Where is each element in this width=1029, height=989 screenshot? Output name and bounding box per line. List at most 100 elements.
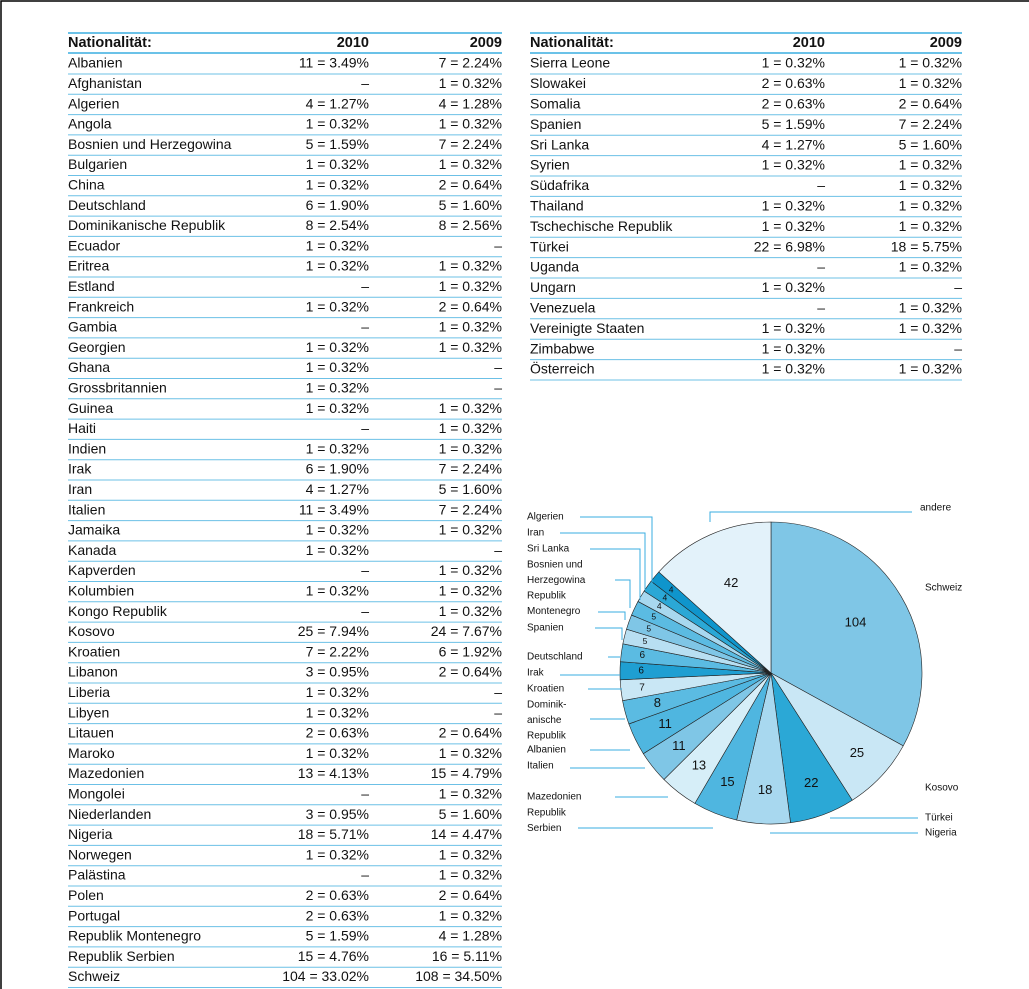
value-cell: 1 = 0.32% — [306, 359, 369, 375]
header-cell: 2009 — [470, 35, 502, 51]
slice-value-label: 22 — [804, 775, 818, 790]
slice-value-label: 11 — [658, 716, 672, 731]
value-cell: 1 = 0.32% — [439, 440, 502, 456]
value-cell: – — [361, 562, 369, 578]
value-cell: 1 = 0.32% — [899, 361, 962, 377]
name-cell: Litauen — [68, 725, 114, 741]
value-cell: 6 = 1.92% — [439, 643, 502, 659]
value-cell: 108 = 34.50% — [415, 968, 502, 984]
leader-line — [598, 611, 626, 620]
value-cell: 1 = 0.32% — [306, 846, 369, 862]
slice-value-label: 25 — [850, 745, 864, 760]
name-cell: Mongolei — [68, 786, 125, 802]
value-cell: – — [361, 420, 369, 436]
name-cell: Ghana — [68, 359, 110, 375]
value-cell: 1 = 0.32% — [306, 440, 369, 456]
value-cell: 1 = 0.32% — [439, 745, 502, 761]
name-cell: Iran — [68, 481, 92, 497]
name-cell: Italien — [68, 501, 105, 517]
value-cell: 1 = 0.32% — [899, 320, 962, 336]
value-cell: – — [954, 340, 962, 356]
value-cell: 1 = 0.32% — [899, 218, 962, 234]
name-cell: Ungarn — [530, 279, 576, 295]
slice-value-label: 15 — [720, 774, 734, 789]
slice-category-label: Republik — [527, 731, 567, 742]
slice-value-label: 5 — [643, 636, 648, 646]
name-cell: Georgien — [68, 339, 126, 355]
value-cell: 11 = 3.49% — [299, 501, 369, 517]
value-cell: – — [361, 278, 369, 294]
value-cell: 4 = 1.27% — [762, 136, 825, 152]
name-cell: Bosnien und Herzegowina — [68, 136, 232, 152]
value-cell: 1 = 0.32% — [439, 278, 502, 294]
name-cell: Türkei — [530, 238, 569, 254]
slice-value-label: 8 — [654, 695, 661, 710]
name-cell: Somalia — [530, 96, 581, 112]
value-cell: 1 = 0.32% — [762, 55, 825, 71]
value-cell: – — [817, 300, 825, 316]
name-cell: Liberia — [68, 684, 110, 700]
slice-category-label: Bosnien und — [527, 560, 583, 571]
value-cell: 1 = 0.32% — [439, 867, 502, 883]
name-cell: Gambia — [68, 319, 117, 335]
leader-line — [709, 511, 912, 522]
slice-category-label: Türkei — [925, 813, 953, 824]
name-cell: Haiti — [68, 420, 96, 436]
value-cell: 1 = 0.32% — [439, 156, 502, 172]
value-cell: 1 = 0.32% — [306, 156, 369, 172]
value-cell: 8 = 2.54% — [306, 217, 369, 233]
name-cell: Syrien — [530, 157, 570, 173]
name-cell: Polen — [68, 887, 104, 903]
value-cell: 25 = 7.94% — [298, 623, 369, 639]
value-cell: – — [361, 867, 369, 883]
value-cell: 14 = 4.47% — [431, 826, 502, 842]
value-cell: 4 = 1.28% — [439, 928, 502, 944]
name-cell: Uganda — [530, 259, 579, 275]
header-cell: 2010 — [793, 35, 825, 51]
value-cell: 1 = 0.32% — [899, 259, 962, 275]
value-cell: 2 = 0.64% — [439, 887, 502, 903]
value-cell: 2 = 0.63% — [306, 907, 369, 923]
value-cell: 2 = 0.64% — [439, 298, 502, 314]
value-cell: 1 = 0.32% — [439, 562, 502, 578]
slice-value-label: 18 — [758, 782, 772, 797]
value-cell: 5 = 1.60% — [439, 197, 502, 213]
value-cell: 1 = 0.32% — [306, 258, 369, 274]
name-cell: Ecuador — [68, 237, 120, 253]
name-cell: Österreich — [530, 360, 595, 377]
value-cell: 2 = 0.64% — [439, 725, 502, 741]
slice-category-label: Italien — [527, 761, 554, 772]
value-cell: 1 = 0.32% — [306, 704, 369, 720]
value-cell: 3 = 0.95% — [306, 806, 369, 822]
name-cell: Palästina — [68, 867, 126, 883]
value-cell: 4 = 1.27% — [306, 95, 369, 111]
value-cell: 1 = 0.32% — [762, 198, 825, 214]
value-cell: 1 = 0.32% — [306, 400, 369, 416]
value-cell: 7 = 2.24% — [899, 116, 962, 132]
value-cell: – — [494, 684, 502, 700]
name-cell: Sri Lanka — [530, 136, 589, 152]
slice-category-label: Dominik- — [527, 700, 566, 711]
slice-value-label: 7 — [639, 683, 645, 694]
value-cell: 1 = 0.32% — [306, 237, 369, 253]
value-cell: 18 = 5.71% — [298, 826, 369, 842]
header-cell: Nationalität: — [68, 35, 152, 51]
name-cell: Bulgarien — [68, 156, 127, 172]
name-cell: Jamaika — [68, 522, 120, 538]
slice-category-label: Iran — [527, 528, 544, 539]
name-cell: Südafrika — [530, 177, 589, 193]
name-cell: Kolumbien — [68, 583, 134, 599]
header-cell: Nationalität: — [530, 35, 614, 51]
slice-value-label: 42 — [724, 575, 738, 590]
value-cell: 8 = 2.56% — [439, 217, 502, 233]
name-cell: Norwegen — [68, 846, 132, 862]
value-cell: 2 = 0.64% — [439, 177, 502, 193]
slice-value-label: 4 — [662, 593, 667, 603]
name-cell: Venezuela — [530, 300, 596, 316]
slice-category-label: Spanien — [527, 623, 564, 634]
value-cell: 5 = 1.60% — [439, 481, 502, 497]
name-cell: Irak — [68, 461, 92, 477]
value-cell: 6 = 1.90% — [306, 197, 369, 213]
